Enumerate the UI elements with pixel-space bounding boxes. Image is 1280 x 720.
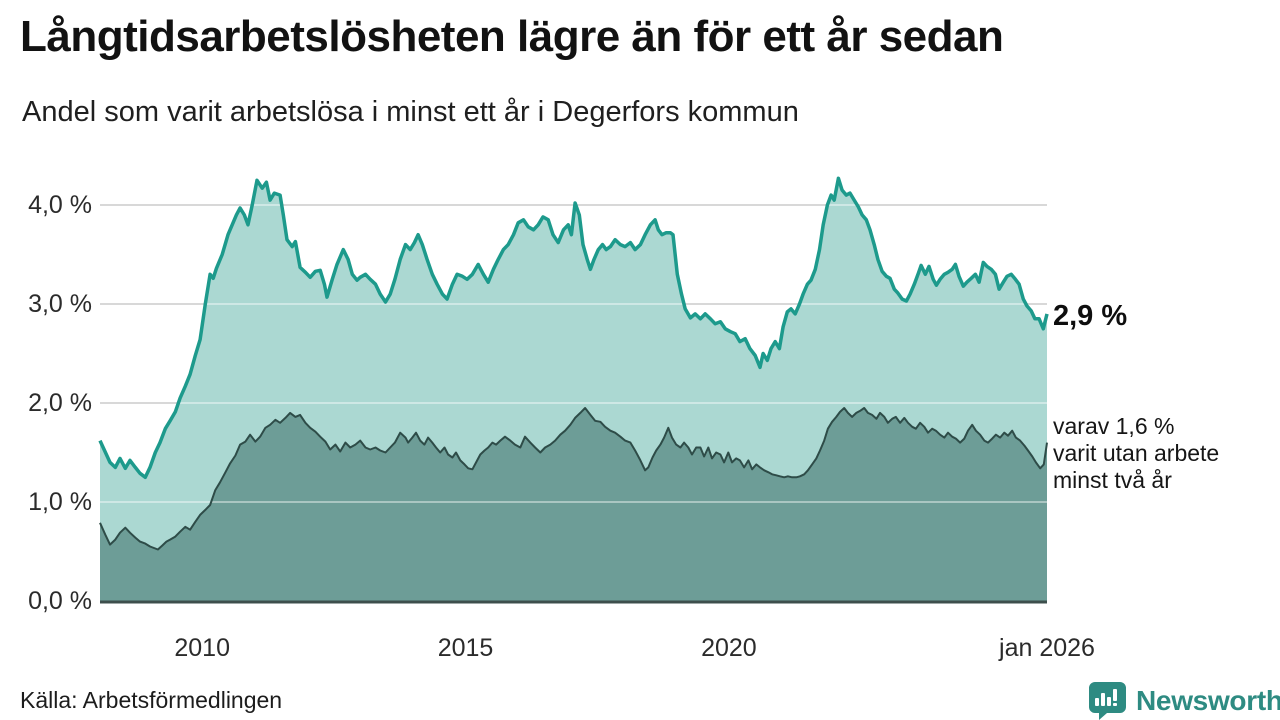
chart-subtitle: Andel som varit arbetslösa i minst ett å…	[22, 96, 799, 128]
y-axis-tick-label: 1,0 %	[28, 488, 92, 516]
x-axis-tick-label: 2020	[701, 634, 757, 662]
newsworthy-chart-bubble-icon	[1086, 681, 1127, 720]
source-attribution: Källa: Arbetsförmedlingen	[20, 687, 283, 713]
x-axis-tick-label: jan 2026	[999, 634, 1095, 662]
chart-title: Långtidsarbetslösheten lägre än för ett …	[20, 12, 1004, 61]
x-axis-tick-label: 2015	[437, 634, 494, 662]
x-axis-tick-label: 2010	[174, 634, 230, 662]
newsworthy-logo: Newsworthy	[1086, 681, 1280, 720]
y-axis-tick-label: 4,0 %	[28, 191, 92, 219]
y-axis-tick-label: 0,0 %	[28, 587, 92, 615]
series-end-value-label: 2,9 %	[1053, 300, 1128, 332]
series-secondary-note: varav 1,6 % varit utan arbete minst två …	[1053, 413, 1220, 493]
y-axis-tick-label: 2,0 %	[28, 389, 92, 417]
y-axis-tick-label: 3,0 %	[28, 290, 92, 318]
newsworthy-logo-text: Newsworthy	[1136, 684, 1280, 716]
